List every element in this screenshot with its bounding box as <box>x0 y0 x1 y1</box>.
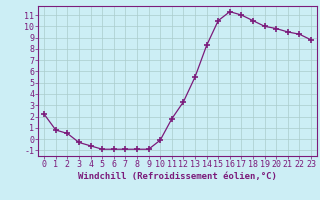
X-axis label: Windchill (Refroidissement éolien,°C): Windchill (Refroidissement éolien,°C) <box>78 172 277 181</box>
